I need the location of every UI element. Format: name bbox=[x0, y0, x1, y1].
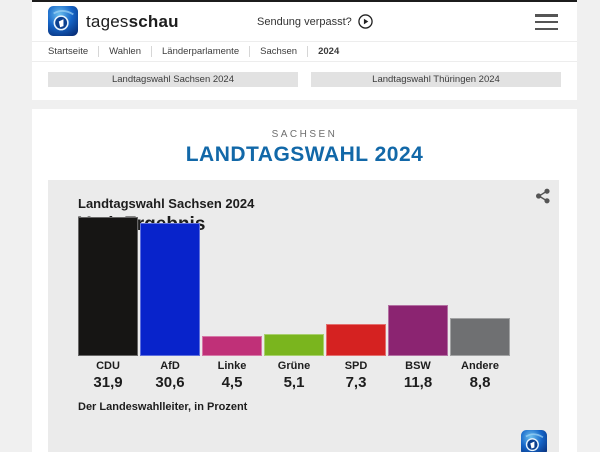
bar bbox=[450, 317, 510, 356]
page-column: tagesschau Sendung verpasst? Startseite W… bbox=[32, 0, 577, 452]
tagesschau-globe-icon[interactable] bbox=[48, 6, 78, 36]
bar-value: 31,9 bbox=[93, 374, 123, 391]
breadcrumb-item[interactable]: Wahlen bbox=[98, 46, 151, 57]
bar-column: SPD 7,3 bbox=[326, 324, 386, 391]
quick-link-thueringen[interactable]: Landtagswahl Thüringen 2024 bbox=[311, 72, 561, 87]
catchup-link[interactable]: Sendung verpasst? bbox=[257, 14, 373, 29]
bar-label: AfD bbox=[160, 360, 180, 372]
bar-value: 7,3 bbox=[345, 374, 367, 391]
bar-column: Grüne 5,1 bbox=[264, 333, 324, 391]
breadcrumb: Startseite Wahlen Länderparlamente Sachsen 2… bbox=[32, 42, 577, 62]
catchup-label: Sendung verpasst? bbox=[257, 15, 352, 28]
section-gap bbox=[32, 100, 577, 109]
chart-source-note: Der Landeswahlleiter, in Prozent bbox=[78, 401, 248, 413]
bar-chart: CDU 31,9 AfD 30,6 Linke 4,5 Grüne 5,1 SPD 7,3 BSW 1… bbox=[78, 216, 529, 391]
bar bbox=[264, 333, 324, 356]
bar-value: 30,6 bbox=[155, 374, 185, 391]
brand-row: tagesschau Sendung verpasst? bbox=[32, 2, 577, 42]
chart-subtitle: Landtagswahl Sachsen 2024 bbox=[78, 196, 255, 211]
bar-value: 4,5 bbox=[221, 374, 243, 391]
page-title: LANDTAGSWAHL 2024 bbox=[185, 143, 424, 166]
bar-value: 11,8 bbox=[403, 374, 433, 391]
breadcrumb-item[interactable]: Sachsen bbox=[249, 46, 307, 57]
brand-wordmark[interactable]: tagesschau bbox=[86, 12, 179, 32]
bar-column: CDU 31,9 bbox=[78, 216, 138, 391]
quick-links-row: Landtagswahl Sachsen 2024 Landtagswahl T… bbox=[32, 62, 577, 100]
breadcrumb-item[interactable]: Startseite bbox=[48, 46, 89, 57]
quick-link-sachsen[interactable]: Landtagswahl Sachsen 2024 bbox=[48, 72, 298, 87]
brand-word-regular: tages bbox=[86, 12, 129, 31]
kicker: SACHSEN bbox=[271, 129, 338, 140]
site-header: tagesschau Sendung verpasst? Startseite W… bbox=[32, 0, 577, 100]
bar-column: BSW 11,8 bbox=[388, 304, 448, 391]
results-chart-card: Landtagswahl Sachsen 2024 Vorl. Ergebnis… bbox=[48, 180, 559, 452]
bar-label: Andere bbox=[461, 360, 499, 372]
hamburger-menu-icon[interactable] bbox=[535, 14, 558, 30]
bar-label: CDU bbox=[96, 360, 120, 372]
bar-label: SPD bbox=[344, 360, 368, 372]
bar bbox=[78, 216, 138, 356]
bar bbox=[326, 324, 386, 356]
bar bbox=[202, 336, 262, 356]
bar-label: BSW bbox=[405, 360, 431, 372]
play-circle-icon bbox=[358, 14, 373, 29]
bar bbox=[388, 304, 448, 356]
breadcrumb-item[interactable]: Länderparlamente bbox=[151, 46, 249, 57]
bar bbox=[140, 222, 200, 356]
tagesschau-globe-icon bbox=[521, 430, 547, 452]
bar-column: Andere 8,8 bbox=[450, 317, 510, 391]
bar-column: Linke 4,5 bbox=[202, 336, 262, 391]
brand-word-bold: schau bbox=[128, 12, 179, 31]
bar-label: Grüne bbox=[277, 360, 311, 372]
bar-column: AfD 30,6 bbox=[140, 222, 200, 391]
bar-label: Linke bbox=[217, 360, 247, 372]
breadcrumb-item[interactable]: 2024 bbox=[307, 46, 349, 57]
share-nodes-icon[interactable] bbox=[535, 188, 551, 204]
bar-value: 8,8 bbox=[469, 374, 491, 391]
main-content: SACHSEN LANDTAGSWAHL 2024 Landtagswahl S… bbox=[32, 109, 577, 452]
bar-value: 5,1 bbox=[283, 374, 305, 391]
